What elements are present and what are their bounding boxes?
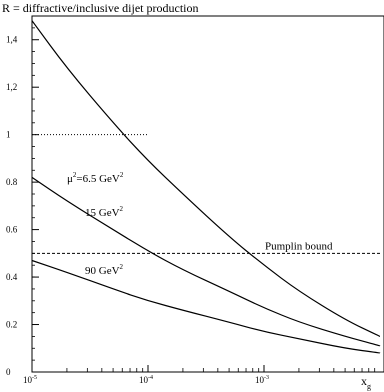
x-axis-label: xg (361, 374, 371, 391)
series-label: μ2=6.5 GeV2 (67, 171, 124, 185)
series-labels: μ2=6.5 GeV2 15 GeV2 90 GeV2 (67, 171, 124, 277)
y-tick-label: 1 (6, 130, 11, 140)
chart-title: R = diffractive/inclusive dijet producti… (2, 1, 199, 15)
reference-lines: Pumplin bound (32, 134, 380, 254)
x-axis-label-sub: g (367, 382, 371, 391)
reference-line-label: Pumplin bound (265, 240, 333, 252)
series-line (31, 20, 381, 337)
x-axis-label-main: x (361, 374, 367, 388)
x-axis: 10-5 10-4 10-3 (23, 365, 376, 385)
x-tick-exp: -3 (264, 375, 269, 381)
y-tick-label: 0.6 (6, 225, 18, 235)
x-tick-base: 10 (255, 375, 265, 385)
y-axis: 0 0.2 0.4 0.6 0.8 1 1,2 1,4 (6, 27, 39, 377)
x-tick-exp: -4 (148, 375, 153, 381)
series-label: 90 GeV2 (85, 263, 124, 277)
series-curves (31, 20, 381, 354)
x-tick-base: 10 (139, 375, 149, 385)
series-label: 15 GeV2 (85, 205, 124, 219)
y-tick-label: 0.2 (6, 320, 17, 330)
x-tick-label: 10-4 (139, 375, 153, 385)
y-tick-label: 0 (6, 367, 11, 377)
plot-frame (31, 15, 384, 373)
x-tick-label: 10-3 (255, 375, 269, 385)
series-line (31, 176, 381, 347)
x-tick-label: 10-5 (23, 375, 37, 385)
series-line (31, 259, 381, 354)
y-tick-label: 1,2 (6, 82, 17, 92)
y-tick-label: 0.8 (6, 177, 18, 187)
x-tick-base: 10 (23, 375, 33, 385)
y-tick-label: 0.4 (6, 272, 18, 282)
x-tick-exp: -5 (32, 375, 37, 381)
y-tick-label: 1,4 (6, 35, 18, 45)
